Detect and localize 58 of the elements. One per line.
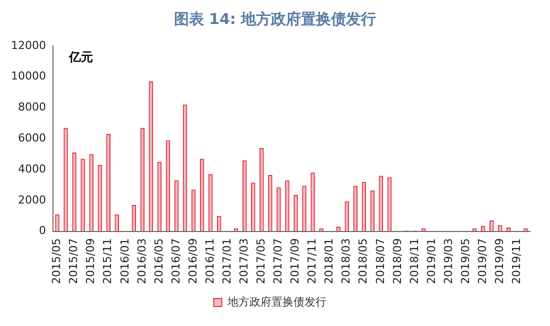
x-tick-label: 2015/07 (67, 238, 80, 284)
y-tick-label: 6000 (18, 132, 46, 145)
x-tick-label: 2017/03 (237, 238, 250, 284)
x-tick-label: 2018/03 (340, 238, 353, 284)
x-tick-label: 2017/07 (272, 238, 285, 284)
bar (353, 186, 358, 232)
bar (294, 195, 298, 232)
bar (268, 174, 272, 232)
x-tick-label: 2016/05 (152, 238, 166, 284)
y-tick-label: 0 (38, 224, 46, 238)
x-tick-label: 2017/09 (288, 238, 302, 284)
x-tick-label: 2016/09 (186, 238, 200, 284)
bar (106, 134, 110, 232)
bar (344, 201, 349, 232)
bar (89, 154, 94, 232)
legend-label: 地方政府置换债发行 (226, 295, 326, 308)
y-tick-label: 10000 (10, 70, 46, 83)
x-tick-label: 2015/05 (50, 238, 64, 284)
x-tick-label: 2016/01 (118, 238, 132, 284)
bar (260, 148, 264, 232)
x-tick-label: 2019/03 (442, 238, 455, 284)
x-tick-label: 2019/11 (510, 238, 524, 284)
x-tick-label: 2018/01 (322, 238, 336, 284)
y-tick-label: 2000 (18, 193, 46, 206)
chart-title: 图表 14: 地方政府置换债发行 (172, 9, 378, 30)
bar (242, 160, 247, 232)
bar (114, 214, 120, 232)
bar (72, 152, 76, 232)
x-tick-label: 2018/09 (390, 238, 404, 284)
bar (276, 187, 281, 232)
x-tick-label: 2017/11 (306, 238, 319, 284)
x-tick-label: 2019/01 (424, 238, 438, 284)
x-tick-label: 2019/05 (458, 238, 472, 284)
bar (98, 164, 102, 232)
bar (490, 220, 494, 232)
bar (80, 158, 85, 232)
y-tick-label: 12000 (10, 38, 46, 52)
bar (285, 180, 290, 232)
x-tick-label: 2015/11 (101, 238, 114, 284)
bar (55, 214, 60, 232)
x-tick-label: 2016/07 (169, 238, 182, 284)
bar (302, 186, 306, 232)
bar (251, 182, 256, 232)
bar (64, 128, 68, 232)
bar (310, 172, 315, 232)
x-tick-label: 2018/07 (374, 238, 387, 284)
y-tick-label: 8000 (18, 100, 46, 114)
y-tick-label: 4000 (18, 162, 46, 176)
x-tick-label: 2018/11 (408, 238, 421, 284)
x-tick-label: 2016/11 (203, 238, 216, 284)
x-tick-label: 2019/07 (476, 238, 489, 284)
x-tick-label: 2015/09 (84, 238, 98, 284)
x-tick-label: 2017/05 (254, 238, 268, 284)
x-tick-label: 2016/03 (135, 238, 148, 284)
x-tick-label: 2018/05 (356, 238, 370, 284)
x-tick-label: 2019/09 (493, 238, 506, 284)
x-tick-label: 2017/01 (220, 238, 234, 284)
y-axis-title: 亿元 (68, 50, 93, 64)
